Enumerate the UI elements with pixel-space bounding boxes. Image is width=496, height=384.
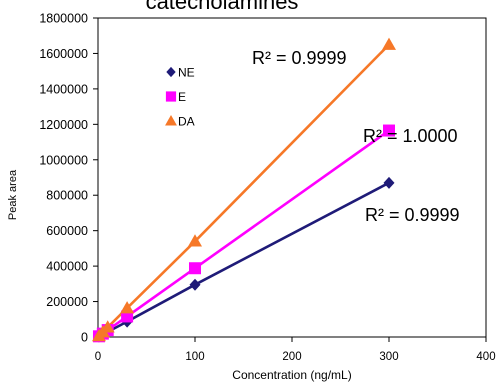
x-axis-label: Concentration (ng/mL)	[232, 368, 351, 382]
legend-marker-NE	[166, 66, 176, 78]
data-points	[91, 37, 396, 343]
y-tick-label: 200000	[46, 295, 88, 309]
series-lines	[98, 43, 390, 338]
data-point-NE	[383, 176, 395, 189]
x-tick-label: 0	[95, 351, 101, 363]
data-point-DA	[120, 301, 135, 314]
x-tick-label: 300	[379, 351, 398, 363]
x-tick-label: 200	[282, 351, 301, 363]
data-point-NE	[189, 278, 201, 291]
data-point-E	[189, 262, 201, 275]
y-tick-label: 1800000	[39, 12, 88, 26]
data-point-DA	[382, 37, 396, 50]
y-tick-label: 800000	[46, 189, 88, 203]
axis-ticks: 0 200000 400000 600000 800000 1000000 1200000 1…	[39, 12, 495, 364]
chart-title: catecholamines	[146, 0, 299, 14]
y-tick-label: 400000	[46, 260, 88, 274]
legend: NE E DA	[165, 66, 195, 129]
data-point-E	[383, 124, 395, 137]
r-squared-annotations: R² = 0.9999 R² = 1.0000 R² = 0.9999	[252, 48, 460, 225]
y-tick-label: 1400000	[39, 82, 88, 96]
legend-marker-DA	[165, 115, 177, 126]
y-tick-label: 600000	[46, 224, 88, 238]
r-squared-label-DA: R² = 0.9999	[252, 48, 347, 68]
series-line-DA	[98, 43, 390, 337]
y-tick-label: 1000000	[39, 153, 88, 167]
y-axis-label: Peak area	[7, 169, 19, 220]
legend-label-E: E	[178, 90, 186, 104]
data-point-DA	[188, 234, 202, 247]
x-tick-label: 100	[185, 351, 204, 363]
data-point-DA	[100, 320, 115, 333]
legend-label-DA: DA	[178, 115, 195, 129]
x-tick-label: 400	[476, 351, 495, 363]
legend-marker-E	[165, 91, 177, 102]
y-tick-label: 1600000	[39, 47, 88, 61]
r-squared-label-NE: R² = 0.9999	[365, 205, 460, 225]
y-tick-label: 0	[81, 331, 88, 345]
series-line-NE	[98, 181, 390, 338]
legend-label-NE: NE	[178, 66, 195, 80]
data-point-E	[121, 310, 134, 323]
y-tick-label: 1200000	[39, 118, 88, 132]
series-line-E	[98, 129, 390, 338]
r-squared-label-E: R² = 1.0000	[363, 126, 458, 146]
